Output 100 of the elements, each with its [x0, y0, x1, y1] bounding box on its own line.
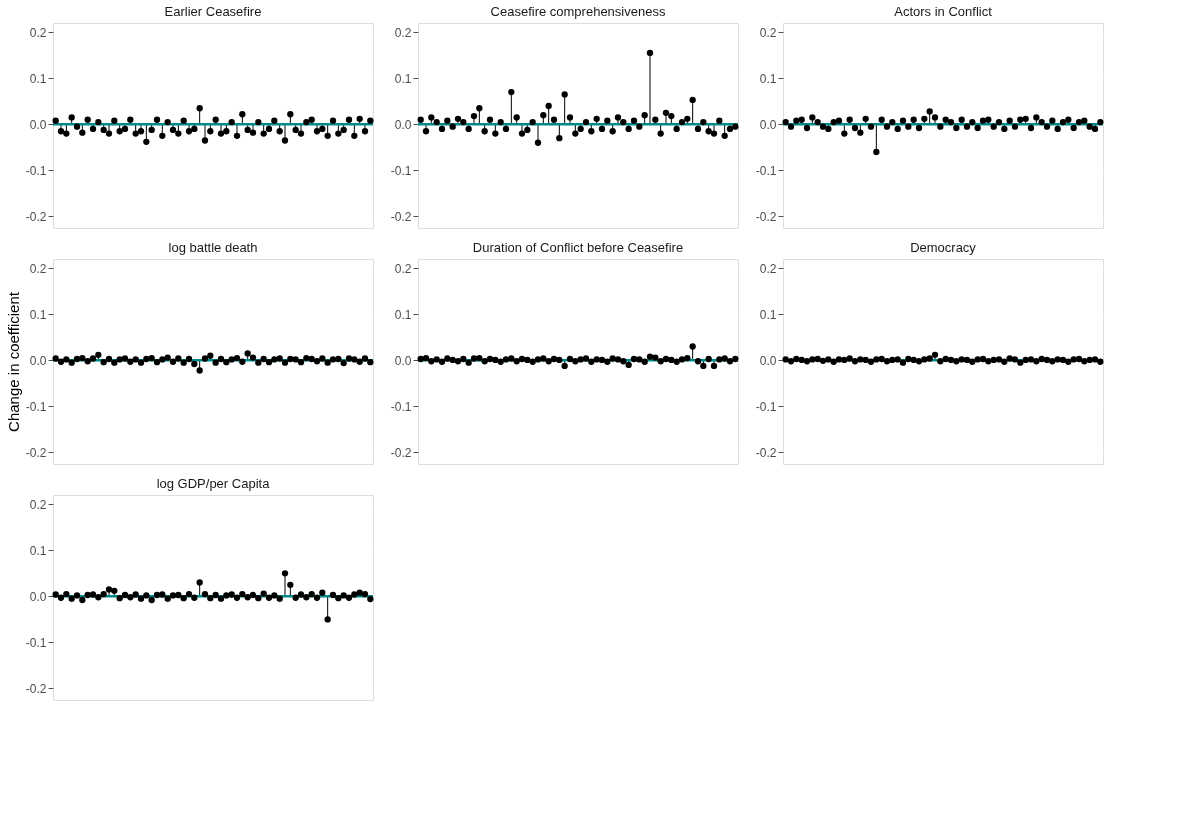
point: [287, 581, 294, 588]
point: [689, 343, 696, 350]
y-tick-label: -0.2: [755, 445, 777, 460]
point: [324, 132, 331, 140]
y-tick-label: 0.1: [394, 307, 412, 322]
point: [492, 130, 499, 137]
point: [281, 570, 289, 577]
point: [428, 114, 435, 121]
point: [207, 128, 214, 135]
point: [545, 102, 552, 110]
y-tick-label: -0.2: [25, 681, 47, 696]
point: [540, 111, 547, 119]
point: [63, 130, 70, 137]
point: [614, 114, 622, 121]
point: [470, 112, 478, 120]
point: [1033, 114, 1040, 121]
y-tick-label: -0.1: [390, 163, 412, 178]
y-tick-label: 0.0: [394, 353, 412, 368]
point: [137, 128, 145, 135]
point: [68, 114, 75, 121]
y-tick-label: 0.2: [29, 497, 47, 512]
point: [351, 132, 358, 140]
point: [196, 367, 203, 374]
y-tick-label: 0.1: [759, 307, 777, 322]
y-tick-label: -0.2: [25, 209, 47, 224]
y-tick-label: -0.1: [25, 399, 47, 414]
point: [196, 105, 203, 112]
chart-title: Duration of Conflict before Ceasefire: [472, 240, 684, 255]
point: [105, 130, 113, 137]
y-axis-title: Change in coefficient: [4, 291, 22, 432]
y-tick-label: -0.2: [390, 209, 412, 224]
point: [223, 128, 230, 135]
point: [233, 132, 241, 140]
y-tick-label: 0.2: [394, 261, 412, 276]
point: [335, 130, 342, 137]
y-tick-label: 0.0: [29, 117, 47, 132]
point: [873, 148, 880, 156]
y-tick-label: -0.1: [25, 635, 47, 650]
point: [641, 111, 648, 119]
point: [566, 114, 574, 121]
point: [926, 108, 933, 115]
point: [931, 114, 939, 121]
point: [116, 128, 123, 135]
point: [518, 130, 526, 137]
y-tick-label: 0.1: [394, 71, 412, 86]
point: [508, 88, 515, 96]
y-tick-label: 0.1: [759, 71, 777, 86]
y-tick-label: 0.0: [29, 353, 47, 368]
point: [705, 128, 712, 135]
chart-title: Earlier Ceasefire: [164, 4, 262, 19]
y-tick-label: 0.2: [394, 25, 412, 40]
point: [239, 111, 246, 118]
point: [132, 130, 139, 137]
point: [422, 128, 430, 135]
point: [175, 130, 182, 137]
y-tick-label: -0.2: [25, 445, 47, 460]
point: [297, 130, 305, 137]
chart-title: Democracy: [910, 240, 977, 255]
point: [276, 128, 283, 135]
point: [249, 129, 257, 136]
point: [281, 137, 289, 144]
point: [662, 109, 670, 116]
point: [361, 128, 369, 135]
y-tick-label: 0.2: [29, 25, 47, 40]
y-tick-label: 0.0: [759, 353, 777, 368]
chart-title: Actors in Conflict: [894, 4, 993, 19]
point: [287, 111, 294, 118]
point: [481, 128, 488, 135]
point: [556, 135, 563, 142]
y-tick-label: 0.1: [29, 307, 47, 322]
y-tick-label: 0.2: [759, 25, 777, 40]
point: [513, 114, 520, 121]
point: [313, 128, 321, 135]
y-tick-label: 0.0: [29, 589, 47, 604]
point: [689, 96, 696, 104]
y-tick-label: -0.2: [390, 445, 412, 460]
point: [159, 132, 166, 140]
chart-title: Ceasefire comprehensiveness: [490, 4, 666, 19]
point: [143, 138, 150, 146]
y-tick-label: 0.2: [29, 261, 47, 276]
chart-title: log GDP/per Capita: [156, 476, 271, 491]
point: [572, 130, 579, 137]
y-tick-label: 0.0: [759, 117, 777, 132]
point: [668, 112, 675, 120]
point: [244, 350, 251, 357]
point: [324, 616, 331, 623]
y-tick-label: -0.2: [755, 209, 777, 224]
point: [561, 91, 568, 98]
point: [57, 128, 65, 135]
y-tick-label: -0.1: [755, 163, 777, 178]
point: [105, 586, 113, 593]
point: [476, 105, 483, 112]
point: [809, 114, 816, 121]
point: [657, 130, 664, 137]
point: [196, 579, 203, 586]
point: [841, 130, 848, 137]
point: [646, 49, 654, 57]
y-tick-label: 0.2: [759, 261, 777, 276]
chart-title: log battle death: [168, 240, 258, 255]
point: [710, 130, 718, 137]
